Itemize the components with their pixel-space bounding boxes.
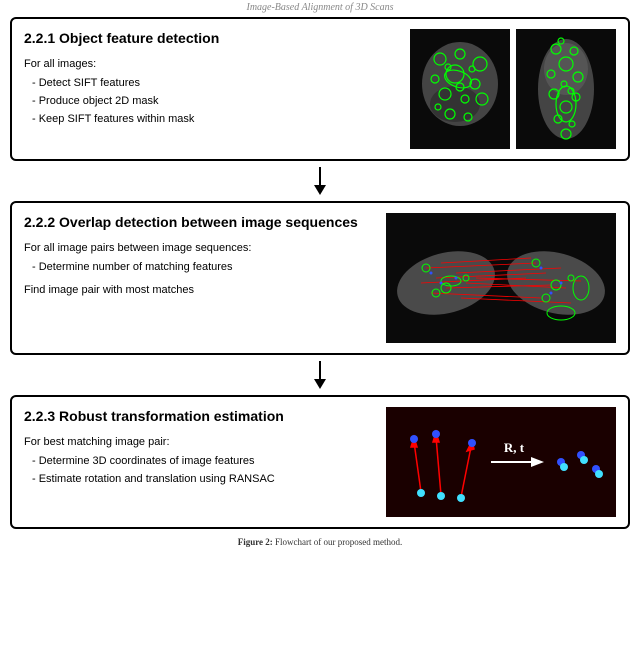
skull-top-image: [516, 29, 616, 149]
step2-intro: For all image pairs between image sequen…: [24, 241, 376, 256]
arrow-1: [10, 161, 630, 201]
step2-text: 2.2.2 Overlap detection between image se…: [24, 213, 376, 343]
arrow-2: [10, 355, 630, 395]
caption-text: Flowchart of our proposed method.: [275, 537, 402, 547]
step1-images: [410, 29, 616, 149]
skull-side-image: [410, 29, 510, 149]
paper-header: Image-Based Alignment of 3D Scans: [0, 0, 640, 17]
step3-title: 2.2.3 Robust transformation estimation: [24, 407, 376, 425]
step3-item: - Determine 3D coordinates of image feat…: [24, 454, 376, 469]
transform-image: R, t: [386, 407, 616, 517]
flowchart: 2.2.1 Object feature detection For all i…: [0, 17, 640, 529]
caption-label: Figure 2:: [238, 537, 273, 547]
step1-item: - Detect SIFT features: [24, 76, 400, 91]
step-transformation-estimation: 2.2.3 Robust transformation estimation F…: [10, 395, 630, 529]
overlap-image: [386, 213, 616, 343]
step1-item: - Produce object 2D mask: [24, 94, 400, 109]
figure-caption: Figure 2: Flowchart of our proposed meth…: [0, 529, 640, 547]
step3-text: 2.2.3 Robust transformation estimation F…: [24, 407, 376, 517]
step1-intro: For all images:: [24, 57, 400, 72]
step1-title: 2.2.1 Object feature detection: [24, 29, 400, 47]
step3-intro: For best matching image pair:: [24, 435, 376, 450]
step2-outro: Find image pair with most matches: [24, 283, 376, 298]
step-overlap-detection: 2.2.2 Overlap detection between image se…: [10, 201, 630, 355]
step3-item: - Estimate rotation and translation usin…: [24, 472, 376, 487]
step1-text: 2.2.1 Object feature detection For all i…: [24, 29, 400, 149]
step2-title: 2.2.2 Overlap detection between image se…: [24, 213, 376, 231]
step1-item: - Keep SIFT features within mask: [24, 112, 400, 127]
step-feature-detection: 2.2.1 Object feature detection For all i…: [10, 17, 630, 161]
step2-item: - Determine number of matching features: [24, 260, 376, 275]
rt-label: R, t: [504, 440, 525, 455]
